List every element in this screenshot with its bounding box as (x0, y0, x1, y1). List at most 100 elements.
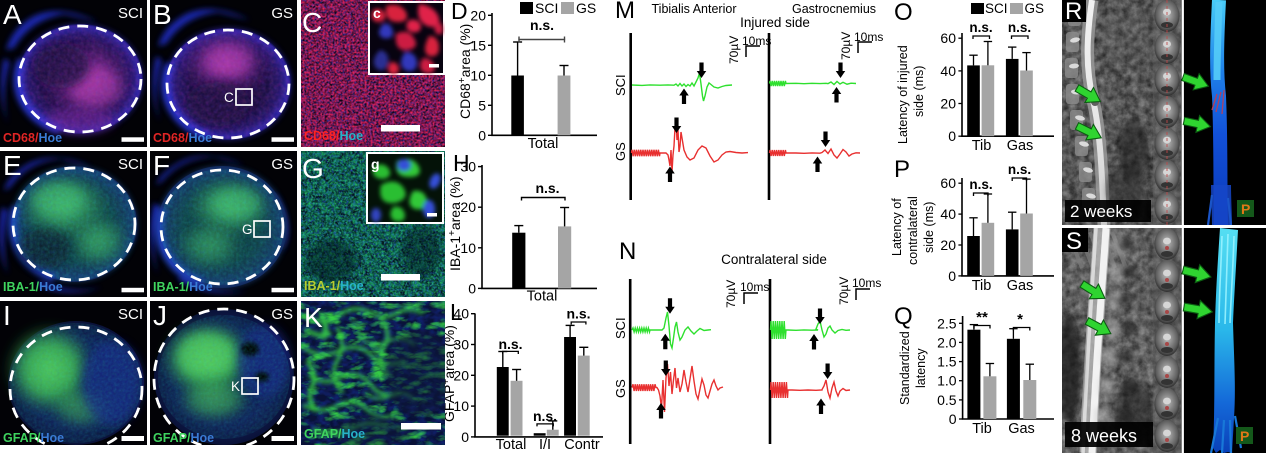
svg-text:C: C (224, 90, 234, 105)
svg-text:Q: Q (894, 303, 913, 330)
svg-text:C: C (302, 7, 322, 38)
svg-text:IBA-1/Hoe: IBA-1/Hoe (304, 279, 364, 293)
svg-text:L: L (450, 301, 463, 325)
svg-text:I/I: I/I (539, 437, 551, 453)
svg-text:Contr: Contr (564, 437, 600, 453)
svg-text:S: S (1066, 228, 1082, 255)
svg-text:IBA-1/Hoe: IBA-1/Hoe (3, 280, 63, 294)
svg-text:GS: GS (271, 156, 293, 173)
svg-text:GS: GS (1025, 1, 1045, 16)
svg-text:10: 10 (470, 67, 486, 83)
svg-text:SCI: SCI (118, 156, 143, 173)
svg-text:g: g (371, 156, 380, 172)
svg-text:60: 60 (940, 175, 956, 191)
svg-text:SCI: SCI (985, 1, 1008, 16)
svg-text:E: E (3, 151, 22, 181)
svg-text:IBA-1+area (%): IBA-1+area (%) (447, 176, 463, 271)
svg-text:Standardized: Standardized (898, 331, 912, 405)
svg-text:side (ms): side (ms) (912, 66, 926, 117)
svg-text:0: 0 (468, 280, 476, 296)
svg-text:SCI: SCI (613, 74, 628, 96)
svg-text:GFAP/Hoe: GFAP/Hoe (153, 431, 214, 445)
svg-text:n.s.: n.s. (1008, 162, 1031, 177)
svg-text:P: P (894, 156, 910, 183)
svg-text:GS: GS (271, 5, 293, 22)
svg-text:0: 0 (478, 127, 486, 143)
svg-text:c: c (373, 5, 381, 21)
svg-text:A: A (3, 0, 22, 30)
svg-text:GS: GS (613, 142, 628, 161)
svg-text:1.5: 1.5 (937, 354, 957, 370)
svg-text:70µV: 70µV (839, 32, 853, 60)
svg-text:30: 30 (453, 337, 469, 353)
svg-text:SCI: SCI (118, 5, 143, 22)
svg-text:H: H (453, 151, 470, 176)
svg-text:*: * (1017, 311, 1023, 328)
svg-text:N: N (619, 238, 636, 265)
svg-text:I: I (3, 301, 11, 331)
svg-text:20: 20 (453, 367, 469, 383)
svg-text:Tib: Tib (972, 138, 992, 154)
svg-text:F: F (153, 151, 170, 181)
svg-text:Latency of: Latency of (890, 198, 904, 256)
svg-text:n.s.: n.s. (498, 336, 522, 352)
svg-text:40: 40 (940, 206, 956, 222)
svg-text:Tibialis Anterior: Tibialis Anterior (652, 2, 737, 16)
svg-text:60: 60 (940, 30, 956, 46)
svg-text:D: D (451, 0, 468, 24)
svg-text:n.s.: n.s. (1008, 20, 1031, 35)
svg-text:0: 0 (948, 268, 956, 284)
svg-text:2.5: 2.5 (937, 315, 957, 331)
svg-text:2 weeks: 2 weeks (1070, 202, 1132, 221)
svg-text:Gastrocnemius: Gastrocnemius (792, 2, 876, 16)
svg-text:10: 10 (460, 240, 476, 256)
svg-text:GS: GS (576, 0, 596, 16)
svg-text:GFAP/Hoe: GFAP/Hoe (304, 427, 365, 441)
svg-text:10ms: 10ms (742, 34, 771, 48)
svg-text:0: 0 (948, 128, 956, 144)
svg-text:Total: Total (496, 437, 527, 453)
svg-text:K: K (231, 379, 240, 394)
svg-text:GS: GS (271, 306, 293, 323)
svg-text:CD68/Hoe: CD68/Hoe (153, 131, 212, 145)
svg-text:Total: Total (528, 136, 559, 151)
svg-text:CD68/Hoe: CD68/Hoe (3, 131, 62, 145)
svg-text:GS: GS (613, 379, 628, 398)
svg-text:IBA-1/Hoe: IBA-1/Hoe (153, 280, 213, 294)
svg-text:n.s.: n.s. (530, 17, 554, 33)
svg-text:SCI: SCI (613, 317, 628, 339)
svg-text:n.s.: n.s. (535, 180, 559, 196)
svg-text:2.0: 2.0 (937, 334, 957, 350)
svg-text:1.0: 1.0 (937, 373, 957, 389)
svg-text:P: P (1240, 428, 1249, 444)
svg-text:O: O (894, 0, 913, 26)
svg-text:side (ms): side (ms) (922, 202, 936, 253)
svg-text:Gas: Gas (1008, 421, 1035, 437)
svg-text:30: 30 (460, 159, 476, 175)
svg-text:20: 20 (460, 199, 476, 215)
svg-text:10ms: 10ms (740, 280, 769, 294)
svg-text:Total: Total (527, 289, 558, 304)
svg-text:P: P (1241, 201, 1250, 217)
svg-text:10ms: 10ms (852, 276, 881, 290)
svg-text:n.s.: n.s. (969, 20, 992, 35)
svg-text:Tib: Tib (972, 421, 992, 437)
svg-text:**: ** (976, 309, 988, 326)
svg-text:GFAP/Hoe: GFAP/Hoe (3, 431, 64, 445)
svg-text:CD68+area (%): CD68+area (%) (457, 24, 473, 119)
svg-text:B: B (153, 0, 172, 30)
svg-text:n.s.: n.s. (566, 306, 590, 322)
svg-text:J: J (153, 301, 167, 331)
svg-text:G: G (242, 222, 253, 237)
svg-text:8 weeks: 8 weeks (1071, 426, 1137, 446)
svg-text:0.5: 0.5 (937, 392, 957, 408)
svg-text:Latency of injured: Latency of injured (896, 45, 910, 144)
svg-text:Gas: Gas (1007, 138, 1034, 154)
svg-text:SCI: SCI (118, 306, 143, 323)
svg-text:Contralateral side: Contralateral side (721, 252, 827, 267)
svg-text:n.s.: n.s. (533, 408, 557, 424)
svg-text:latency: latency (914, 348, 928, 388)
svg-text:15: 15 (470, 37, 486, 53)
svg-text:GFAP+area (%): GFAP+area (%) (445, 325, 457, 422)
svg-text:0: 0 (461, 429, 469, 445)
